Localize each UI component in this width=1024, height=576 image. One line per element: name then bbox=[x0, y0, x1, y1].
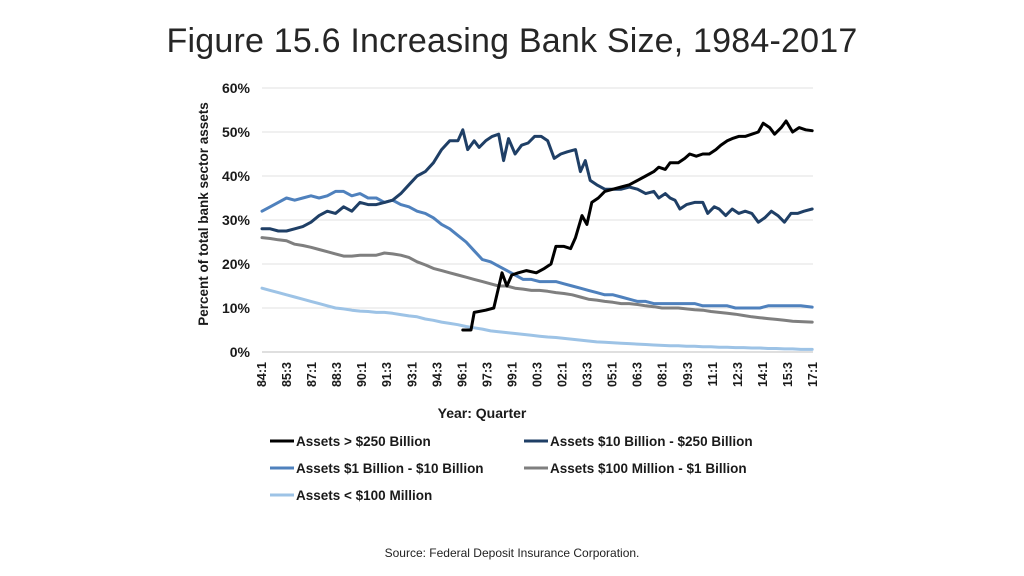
y-tick-label: 0% bbox=[230, 344, 251, 360]
x-tick-label: 05:1 bbox=[606, 362, 620, 387]
x-tick-label: 00:3 bbox=[531, 362, 545, 387]
x-tick-label: 08:1 bbox=[656, 362, 670, 387]
x-tick-label: 91:3 bbox=[380, 362, 394, 387]
x-tick-label: 06:3 bbox=[631, 362, 645, 387]
series-line-0 bbox=[461, 119, 814, 332]
y-tick-label: 30% bbox=[222, 212, 251, 228]
x-tick-label: 15:3 bbox=[781, 362, 795, 387]
y-tick-label: 10% bbox=[222, 300, 251, 316]
y-tick-label: 60% bbox=[222, 80, 251, 96]
x-tick-label: 84:1 bbox=[255, 362, 269, 387]
x-axis-label: Year: Quarter bbox=[438, 405, 527, 421]
gridlines bbox=[262, 87, 813, 353]
x-tick-label: 96:1 bbox=[455, 362, 469, 387]
legend-label: Assets $1 Billion - $10 Billion bbox=[296, 461, 484, 476]
x-tick-label: 12:3 bbox=[731, 362, 745, 387]
y-tick-label: 50% bbox=[222, 124, 251, 140]
x-tick-label: 14:1 bbox=[756, 362, 770, 387]
x-tick-label: 94:3 bbox=[430, 362, 444, 387]
series-line-2 bbox=[260, 189, 814, 310]
series-line-4 bbox=[260, 286, 814, 351]
legend-label: Assets $100 Million - $1 Billion bbox=[550, 461, 747, 476]
y-axis-label: Percent of total bank sector assets bbox=[196, 102, 211, 326]
x-tick-label: 17:1 bbox=[806, 362, 820, 387]
page-title: Figure 15.6 Increasing Bank Size, 1984-2… bbox=[166, 22, 858, 60]
x-tick-label: 85:3 bbox=[280, 362, 294, 387]
y-tick-label: 40% bbox=[222, 168, 251, 184]
legend: Assets > $250 Billion Assets $10 Billion … bbox=[270, 434, 753, 503]
x-tick-label: 11:1 bbox=[706, 362, 720, 386]
x-tick-label: 90:1 bbox=[355, 362, 369, 387]
x-tick-label: 87:1 bbox=[305, 362, 319, 387]
series-lines bbox=[260, 119, 814, 351]
x-tick-labels: 84:1 85:3 87:1 88:3 90:1 91:3 93:1 94:3 96:1 97:3… bbox=[255, 362, 820, 387]
series-line-3 bbox=[260, 236, 814, 324]
x-tick-label: 03:3 bbox=[581, 362, 595, 387]
legend-label: Assets > $250 Billion bbox=[296, 434, 431, 449]
x-tick-label: 09:3 bbox=[681, 362, 695, 387]
y-tick-label: 20% bbox=[222, 256, 251, 272]
y-tick-labels: 0% 10% 20% 30% 40% 50% 60% bbox=[222, 80, 251, 360]
legend-label: Assets $10 Billion - $250 Billion bbox=[550, 434, 753, 449]
x-tick-label: 99:1 bbox=[505, 362, 519, 387]
x-tick-label: 97:3 bbox=[480, 362, 494, 387]
series-line-1 bbox=[260, 128, 814, 233]
x-tick-label: 93:1 bbox=[405, 362, 419, 387]
legend-label: Assets < $100 Million bbox=[296, 488, 432, 503]
x-tick-label: 88:3 bbox=[330, 362, 344, 387]
x-tick-label: 02:1 bbox=[556, 362, 570, 387]
source-note: Source: Federal Deposit Insurance Corpor… bbox=[384, 546, 640, 560]
